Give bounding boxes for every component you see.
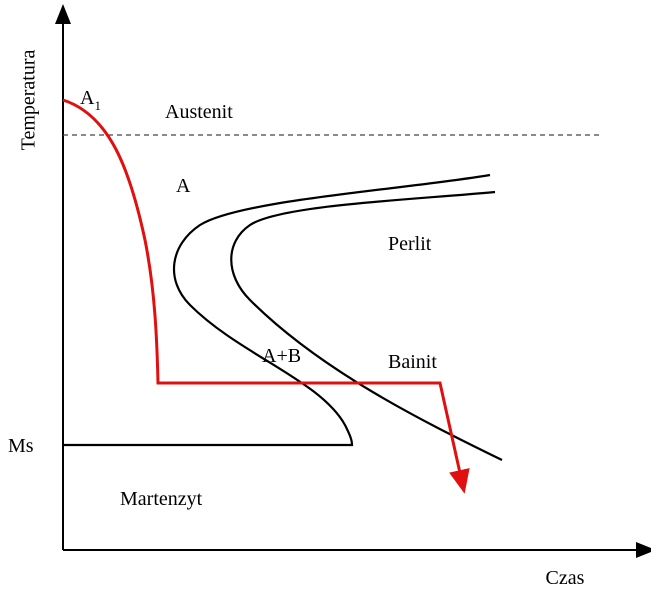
ms-label: Ms — [8, 435, 34, 457]
region-label: Austenit — [165, 101, 233, 123]
end-curve — [230, 190, 503, 461]
y-label: Temperatura — [18, 49, 40, 150]
a1-label: A1 — [80, 87, 101, 113]
region-label: A — [176, 175, 191, 197]
region-label: Bainit — [388, 351, 437, 373]
region-label: A+B — [262, 345, 301, 367]
x-label: Czas — [546, 567, 585, 589]
region-label: Perlit — [388, 233, 432, 255]
start-curve — [63, 173, 491, 447]
region-label: Martenzyt — [120, 488, 203, 510]
cooling-path — [62, 98, 470, 494]
